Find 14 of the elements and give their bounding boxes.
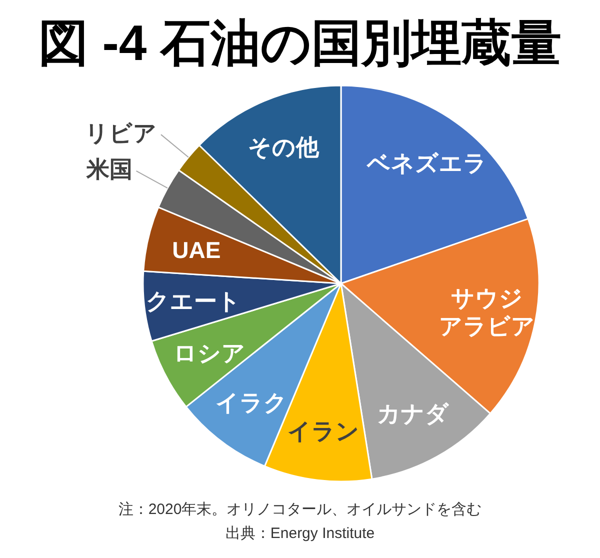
slice-label: イラク [215,389,288,416]
chart-title: 図 -4 石油の国別埋蔵量 [38,15,562,71]
slice-label: UAE [172,237,221,264]
slice-label: その他 [248,134,320,160]
slice-label: クエート [146,288,241,314]
slice-label: サウジアラビア [438,285,535,340]
slice-label: カナダ [376,400,450,427]
slice-label: イラン [287,418,360,444]
slice-label: 米国 [85,156,132,182]
slice-label: ベネズエラ [366,150,488,176]
text: 注：2020年末。オリノコタール、オイルサンドを含む [118,501,482,518]
source-note: 出典：Energy Institute [225,525,375,542]
slice-label: リビア [84,120,157,146]
slice-label: ロシア [174,340,246,366]
